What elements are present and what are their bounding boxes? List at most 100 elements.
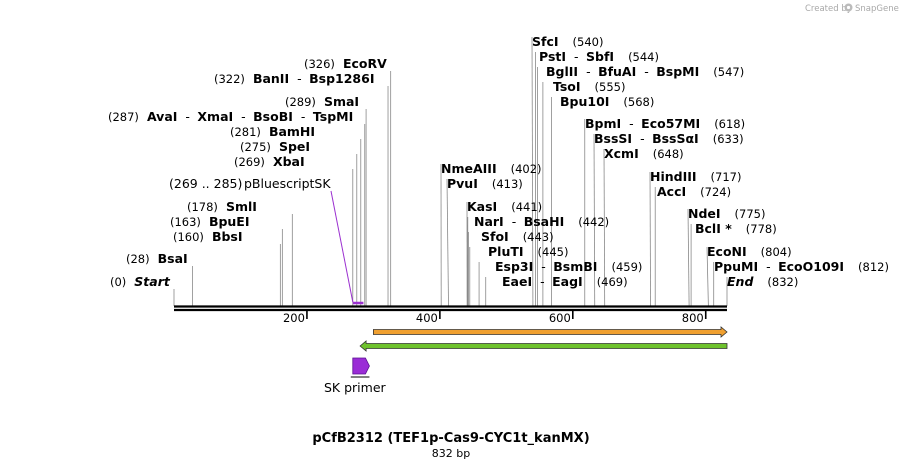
site-position: (178) bbox=[187, 200, 218, 214]
name-separator: - bbox=[644, 64, 649, 79]
orange-feature[interactable] bbox=[372, 326, 728, 338]
site-pluti[interactable]: PluTI (445) bbox=[488, 244, 568, 259]
enzyme-name: KasI bbox=[467, 199, 497, 214]
name-separator: - bbox=[185, 109, 190, 124]
site-bpu10i[interactable]: Bpu10I (568) bbox=[560, 94, 654, 109]
site-start[interactable]: (0) Start bbox=[110, 274, 171, 289]
site-bcli[interactable]: BclI * (778) bbox=[695, 221, 777, 236]
enzyme-name: PluTI bbox=[488, 244, 524, 259]
enzyme-name: Bsp1286I bbox=[309, 71, 374, 86]
site-position: (287) bbox=[108, 110, 139, 124]
site-spei[interactable]: (275) SpeI bbox=[240, 139, 310, 154]
site-position: (28) bbox=[126, 252, 150, 266]
site-psti[interactable]: PstI - SbfI (544) bbox=[539, 49, 659, 64]
site-position: (618) bbox=[714, 117, 745, 131]
enzyme-name: AccI bbox=[657, 184, 686, 199]
site-position: (775) bbox=[735, 207, 766, 221]
site-position: (717) bbox=[711, 170, 742, 184]
enzyme-name: BsoBI bbox=[253, 109, 293, 124]
site-end[interactable]: End (832) bbox=[727, 274, 798, 289]
enzyme-name: BpuEI bbox=[209, 214, 250, 229]
site-pvui[interactable]: PvuI (413) bbox=[447, 176, 523, 191]
site-xbai[interactable]: (269) XbaI bbox=[234, 154, 305, 169]
enzyme-name: XcmI bbox=[604, 146, 639, 161]
enzyme-name: Bpu10I bbox=[560, 94, 609, 109]
site-position: (633) bbox=[713, 132, 744, 146]
site-bglii[interactable]: BglII - BfuAI - BspMI (547) bbox=[546, 64, 744, 79]
enzyme-name: AvaI bbox=[147, 109, 177, 124]
site-position: (832) bbox=[767, 275, 798, 289]
site-position: (160) bbox=[173, 230, 204, 244]
sequence-backbone[interactable] bbox=[174, 305, 727, 312]
enzyme-name: SfcI bbox=[532, 34, 559, 49]
enzyme-name: TspMI bbox=[313, 109, 353, 124]
misc-feature-pbluescriptsk[interactable]: (269 .. 285) pBluescriptSK bbox=[169, 176, 364, 305]
enzyme-name: BclI * bbox=[695, 221, 732, 236]
green-feature[interactable] bbox=[359, 340, 728, 352]
site-bpuei[interactable]: (163) BpuEI bbox=[170, 214, 250, 229]
site-position: (648) bbox=[653, 147, 684, 161]
enzyme-name: Start bbox=[134, 274, 171, 289]
site-nari[interactable]: NarI - BsaHI (442) bbox=[474, 214, 609, 229]
leader-line bbox=[446, 178, 449, 307]
misc-feature-leader bbox=[330, 190, 354, 303]
site-sfci[interactable]: SfcI (540) bbox=[532, 34, 603, 49]
site-position: (445) bbox=[538, 245, 569, 259]
leader-line bbox=[593, 133, 596, 307]
site-bamhi[interactable]: (281) BamHI bbox=[230, 124, 315, 139]
enzyme-name: BsaHI bbox=[524, 214, 565, 229]
site-ecorv[interactable]: (326) EcoRV bbox=[304, 56, 387, 71]
site-ppumi[interactable]: PpuMI - EcoO109I (812) bbox=[714, 259, 889, 274]
site-smai[interactable]: (289) SmaI bbox=[285, 94, 359, 109]
enzyme-name: BpmI bbox=[585, 116, 621, 131]
site-nmeaiii[interactable]: NmeAIII (402) bbox=[441, 161, 542, 176]
site-avai[interactable]: (287) AvaI - XmaI - BsoBI - TspMI bbox=[108, 109, 353, 124]
site-position: (289) bbox=[285, 95, 316, 109]
site-xcmi[interactable]: XcmI (648) bbox=[604, 146, 684, 161]
name-separator: - bbox=[586, 64, 591, 79]
leader-line bbox=[603, 148, 606, 307]
site-bbsi[interactable]: (160) BbsI bbox=[173, 229, 243, 244]
enzyme-name: Esp3I bbox=[495, 259, 533, 274]
sk-primer[interactable]: SK primer bbox=[324, 357, 387, 395]
enzyme-name: BglII bbox=[546, 64, 578, 79]
site-position: (281) bbox=[230, 125, 261, 139]
enzyme-name: BssSI bbox=[594, 131, 632, 146]
name-separator: - bbox=[541, 259, 546, 274]
credit-text: Created by bbox=[805, 4, 852, 14]
enzyme-name: BspMI bbox=[656, 64, 699, 79]
site-ndei[interactable]: NdeI (775) bbox=[688, 206, 765, 221]
site-bpmi[interactable]: BpmI - Eco57MI (618) bbox=[585, 116, 745, 131]
site-smli[interactable]: (178) SmlI bbox=[187, 199, 257, 214]
plasmid-length: 832 bp bbox=[432, 447, 470, 460]
enzyme-name: EcoNI bbox=[707, 244, 747, 259]
enzyme-name: EagI bbox=[552, 274, 583, 289]
enzyme-name: EaeI bbox=[502, 274, 532, 289]
enzyme-name: BamHI bbox=[269, 124, 315, 139]
site-esp3i[interactable]: Esp3I - BsmBI (459) bbox=[495, 259, 642, 274]
site-position: (555) bbox=[595, 80, 626, 94]
enzyme-name: BbsI bbox=[212, 229, 243, 244]
site-banii[interactable]: (322) BanII - Bsp1286I bbox=[214, 71, 374, 86]
site-position: (547) bbox=[713, 65, 744, 79]
enzyme-name: BsaI bbox=[158, 251, 188, 266]
site-hindiii[interactable]: HindIII (717) bbox=[650, 169, 741, 184]
site-labels: (0) Start (28) BsaI (160) BbsI (163) BpuEI(178)… bbox=[108, 34, 889, 289]
enzyme-name: EcoRV bbox=[343, 56, 387, 71]
enzyme-name: XmaI bbox=[197, 109, 233, 124]
site-bsai[interactable]: (28) BsaI bbox=[126, 251, 188, 266]
site-bsssi[interactable]: BssSI - BssSαI (633) bbox=[594, 131, 744, 146]
misc-feature-range: (269 .. 285) bbox=[169, 176, 242, 191]
credit-brand: SnapGene bbox=[855, 4, 899, 14]
site-econi[interactable]: EcoNI (804) bbox=[707, 244, 792, 259]
site-position: (402) bbox=[511, 162, 542, 176]
site-sfoi[interactable]: SfoI (443) bbox=[481, 229, 554, 244]
site-eaei[interactable]: EaeI - EagI (469) bbox=[502, 274, 628, 289]
enzyme-name: BssSαI bbox=[652, 131, 699, 146]
site-acci[interactable]: AccI (724) bbox=[657, 184, 731, 199]
enzyme-name: BanII bbox=[253, 71, 289, 86]
site-tsoi[interactable]: TsoI (555) bbox=[553, 79, 625, 94]
primer-arrow-icon bbox=[352, 357, 370, 375]
site-position: (469) bbox=[597, 275, 628, 289]
site-kasi[interactable]: KasI (441) bbox=[467, 199, 542, 214]
